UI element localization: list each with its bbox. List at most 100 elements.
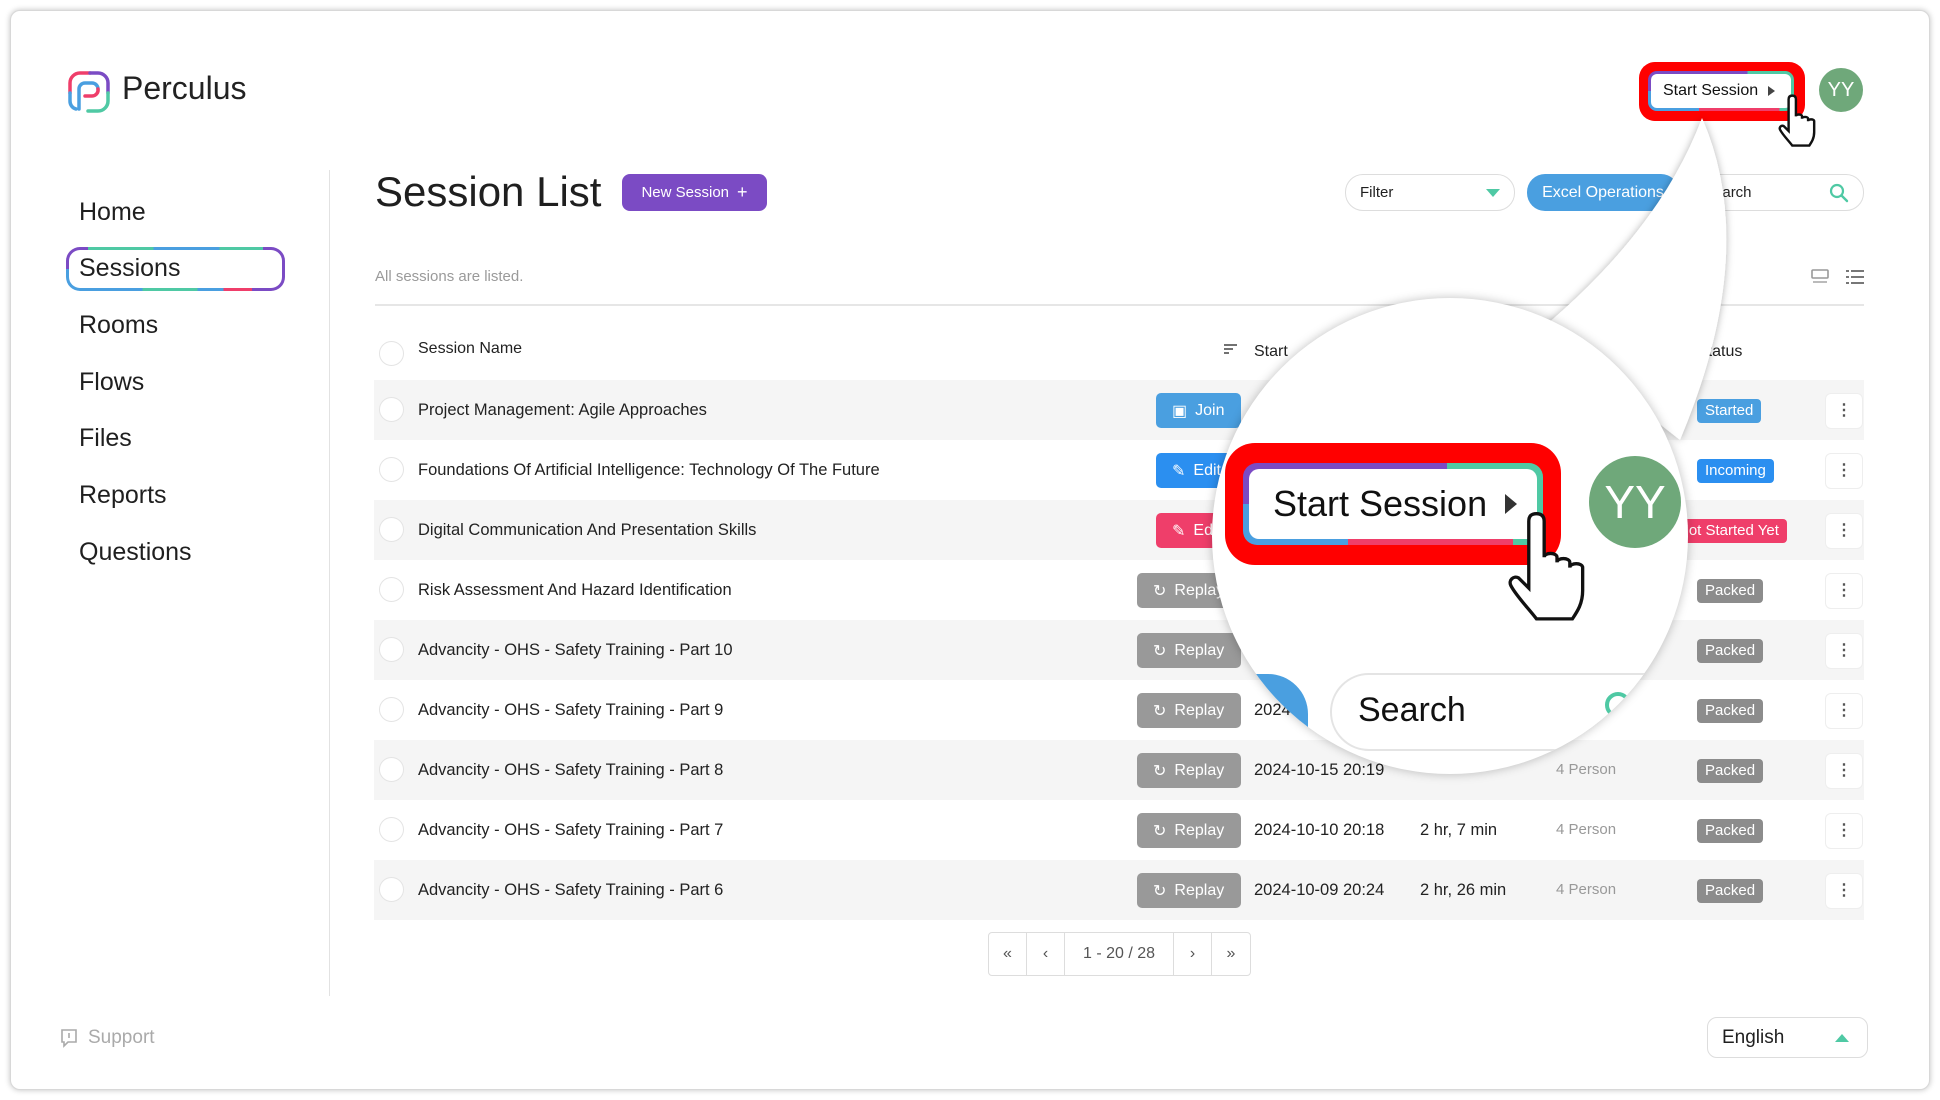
sidebar-item-home[interactable]: Home	[79, 198, 146, 226]
session-name[interactable]: Advancity - OHS - Safety Training - Part…	[418, 821, 724, 839]
page-range: 1 - 20 / 28	[1065, 933, 1174, 975]
join-button[interactable]: ▣ Join	[1156, 393, 1241, 428]
filter-label: Filter	[1360, 184, 1394, 201]
status-badge: Packed	[1697, 879, 1764, 903]
table-row[interactable]: Advancity - OHS - Safety Training - Part…	[374, 740, 1864, 800]
more-options-button[interactable]: ⋮	[1825, 873, 1863, 909]
more-options-button[interactable]: ⋮	[1825, 813, 1863, 849]
table-row[interactable]: Advancity - OHS - Safety Training - Part…	[374, 800, 1864, 860]
action-label: Edit	[1193, 461, 1221, 479]
support-link[interactable]: Support	[60, 1027, 155, 1049]
table-row[interactable]: Advancity - OHS - Safety Training - Part…	[374, 680, 1864, 740]
first-page-button[interactable]: «	[989, 933, 1027, 975]
sort-icon[interactable]	[1223, 343, 1239, 357]
card-view-icon[interactable]	[1810, 268, 1830, 286]
sidebar-item-reports[interactable]: Reports	[79, 481, 167, 509]
sidebar-item-sessions[interactable]: Sessions	[79, 254, 181, 282]
status-badge: Packed	[1697, 699, 1764, 723]
status-badge: Packed	[1697, 759, 1764, 783]
status-badge: Not Started Yet	[1670, 519, 1787, 543]
new-session-button[interactable]: New Session +	[622, 174, 767, 211]
perculus-logo-icon	[68, 71, 110, 113]
replay-icon: ↻	[1153, 702, 1167, 720]
start-date: 2024-10-10 20:18	[1254, 821, 1385, 839]
select-all-checkbox[interactable]	[379, 341, 404, 366]
row-checkbox[interactable]	[379, 697, 404, 722]
start-session-button[interactable]: Start Session	[1648, 71, 1794, 111]
page-subtitle: All sessions are listed.	[375, 268, 524, 285]
sidebar-item-questions[interactable]: Questions	[79, 538, 192, 566]
zoomed-start-session-button: Start Session	[1243, 463, 1543, 545]
search-icon[interactable]	[1829, 183, 1849, 203]
session-name[interactable]: Advancity - OHS - Safety Training - Part…	[418, 881, 724, 899]
replay-button[interactable]: ↻ Replay	[1137, 873, 1241, 908]
pagination: « ‹ 1 - 20 / 28 › »	[988, 932, 1251, 976]
session-name[interactable]: Advancity - OHS - Safety Training - Part…	[418, 701, 724, 719]
session-name[interactable]: Project Management: Agile Approaches	[418, 401, 707, 419]
zoomed-hand-cursor-icon	[1508, 512, 1585, 621]
last-page-button[interactable]: »	[1226, 945, 1236, 962]
action-label: Replay	[1174, 641, 1225, 659]
row-checkbox[interactable]	[379, 457, 404, 482]
language-select[interactable]: English	[1707, 1017, 1868, 1058]
replay-button[interactable]: ↻ Replay	[1137, 813, 1241, 848]
list-view-icon[interactable]	[1845, 268, 1865, 286]
replay-icon: ↻	[1153, 882, 1167, 900]
table-row[interactable]: Advancity - OHS - Safety Training - Part…	[374, 860, 1864, 920]
hand-cursor-icon	[1778, 94, 1816, 147]
session-name[interactable]: Advancity - OHS - Safety Training - Part…	[418, 761, 724, 779]
join-icon: ▣	[1172, 402, 1188, 420]
session-name[interactable]: Foundations Of Artificial Intelligence: …	[418, 461, 880, 479]
zoomed-play-icon	[1505, 494, 1518, 514]
sidebar-item-flows[interactable]: Flows	[79, 368, 145, 396]
table-row[interactable]: Foundations Of Artificial Intelligence: …	[374, 440, 1864, 500]
replay-button[interactable]: ↻ Replay	[1137, 633, 1241, 668]
zoomed-excel-button	[1212, 674, 1308, 774]
action-label: Join	[1195, 401, 1225, 419]
duration: 2 hr, 26 min	[1420, 881, 1507, 899]
zoomed-avatar: YY	[1589, 456, 1681, 548]
replay-icon: ↻	[1153, 642, 1167, 660]
action-label: Replay	[1174, 581, 1225, 599]
prev-page-button[interactable]: ‹	[1027, 933, 1065, 975]
more-options-button[interactable]: ⋮	[1825, 753, 1863, 789]
row-checkbox[interactable]	[379, 517, 404, 542]
filter-dropdown[interactable]: Filter	[1345, 174, 1515, 211]
start-date: 2024-10-09 20:24	[1254, 881, 1385, 899]
row-checkbox[interactable]	[379, 637, 404, 662]
column-header-session-name[interactable]: Session Name	[418, 340, 523, 357]
more-options-button[interactable]: ⋮	[1825, 693, 1863, 729]
sidebar-item-rooms[interactable]: Rooms	[79, 311, 159, 339]
status-badge: Packed	[1697, 579, 1764, 603]
user-avatar[interactable]: YY	[1819, 68, 1863, 112]
more-options-button[interactable]: ⋮	[1825, 513, 1863, 549]
zoomed-avatar-initials: YY	[1604, 476, 1666, 528]
row-checkbox[interactable]	[379, 577, 404, 602]
row-checkbox[interactable]	[379, 817, 404, 842]
session-name[interactable]: Digital Communication And Presentation S…	[418, 521, 757, 539]
more-options-button[interactable]: ⋮	[1825, 453, 1863, 489]
more-options-button[interactable]: ⋮	[1825, 393, 1863, 429]
row-checkbox[interactable]	[379, 757, 404, 782]
duration: 2 hr, 7 min	[1420, 821, 1498, 839]
action-label: Replay	[1174, 761, 1225, 779]
status-badge: Started	[1697, 399, 1762, 423]
more-options-button[interactable]: ⋮	[1825, 633, 1863, 669]
session-name[interactable]: Risk Assessment And Hazard Identificatio…	[418, 581, 732, 599]
excel-operations-button[interactable]: Excel Operations	[1527, 174, 1679, 211]
zoomed-search-icon	[1605, 692, 1631, 718]
action-label: Replay	[1174, 701, 1225, 719]
more-options-button[interactable]: ⋮	[1825, 573, 1863, 609]
row-checkbox[interactable]	[379, 397, 404, 422]
session-name[interactable]: Advancity - OHS - Safety Training - Part…	[418, 641, 733, 659]
zoomed-search-placeholder: Search	[1358, 691, 1466, 729]
page-title: Session List	[375, 168, 602, 215]
status-badge: Packed	[1697, 639, 1764, 663]
row-checkbox[interactable]	[379, 877, 404, 902]
column-header-start[interactable]: Start	[1254, 343, 1288, 360]
new-session-label: New Session	[641, 184, 730, 201]
status-badge: Incoming	[1697, 459, 1774, 483]
sidebar-item-files[interactable]: Files	[79, 424, 132, 452]
next-page-button[interactable]: ›	[1174, 933, 1212, 975]
replay-icon: ↻	[1153, 582, 1167, 600]
